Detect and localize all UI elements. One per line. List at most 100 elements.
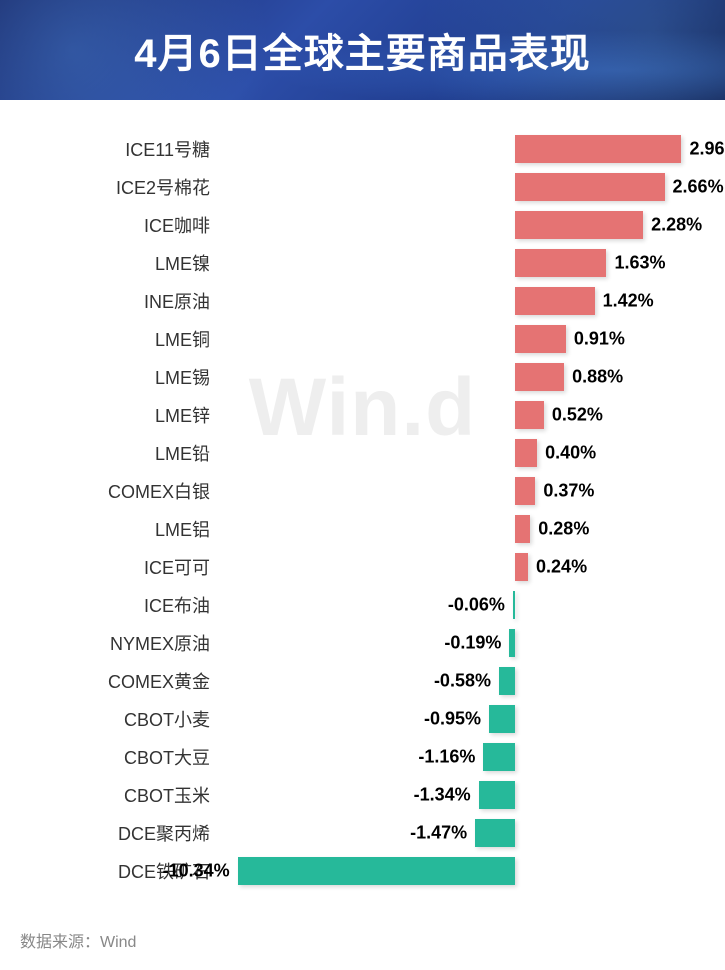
bar-container: -0.19% <box>220 624 695 662</box>
bar-positive <box>515 553 529 581</box>
source-footer: 数据来源：Wind <box>0 910 725 970</box>
header-banner: 4月6日全球主要商品表现 <box>0 0 725 100</box>
bar-container: 2.28% <box>220 206 695 244</box>
chart-row: ICE咖啡2.28% <box>30 206 695 244</box>
row-label: LME锌 <box>30 402 220 428</box>
value-label: 0.28% <box>538 519 589 540</box>
chart-row: COMEX白银 0.37% <box>30 472 695 510</box>
value-label: -0.95% <box>424 709 481 730</box>
bar-positive <box>515 135 682 163</box>
bar-container: 2.96% <box>220 130 695 168</box>
row-label: INE原油 <box>30 288 220 314</box>
bar-negative <box>489 705 514 733</box>
row-label: LME铝 <box>30 516 220 542</box>
row-label: CBOT小麦 <box>30 706 220 732</box>
bar-negative <box>238 857 515 885</box>
bar-container: 0.52% <box>220 396 695 434</box>
value-label: -1.34% <box>414 785 471 806</box>
bar-positive <box>515 287 595 315</box>
chart-rows: ICE11号糖2.96%ICE2号棉花2.66%ICE咖啡2.28%LME镍1.… <box>30 130 695 890</box>
chart-row: COMEX黄金-0.58% <box>30 662 695 700</box>
row-label: ICE可可 <box>30 554 220 580</box>
bar-container: 0.40% <box>220 434 695 472</box>
value-label: 0.52% <box>552 405 603 426</box>
row-label: COMEX白银 <box>30 478 220 504</box>
bar-negative <box>513 591 515 619</box>
row-label: LME镍 <box>30 250 220 276</box>
bar-container: 0.28% <box>220 510 695 548</box>
bar-negative <box>483 743 514 771</box>
value-label: -0.06% <box>448 595 505 616</box>
chart-row: CBOT大豆 -1.16% <box>30 738 695 776</box>
value-label: 0.37% <box>543 481 594 502</box>
chart-row: ICE布油 -0.06% <box>30 586 695 624</box>
value-label: 0.91% <box>574 329 625 350</box>
value-label: -1.47% <box>410 823 467 844</box>
bar-container: 2.66% <box>220 168 695 206</box>
bar-container: -0.58% <box>220 662 695 700</box>
bar-container: -1.47% <box>220 814 695 852</box>
bar-positive <box>515 325 566 353</box>
value-label: 1.42% <box>603 291 654 312</box>
value-label: 0.24% <box>536 557 587 578</box>
bar-negative <box>479 781 515 809</box>
bar-positive <box>515 173 665 201</box>
row-label: COMEX黄金 <box>30 668 220 694</box>
bar-positive <box>515 363 565 391</box>
value-label: 0.88% <box>572 367 623 388</box>
row-label: ICE2号棉花 <box>30 174 220 200</box>
bar-container: -1.34% <box>220 776 695 814</box>
chart-row: CBOT玉米 -1.34% <box>30 776 695 814</box>
value-label: 1.63% <box>614 253 665 274</box>
bar-container: 0.88% <box>220 358 695 396</box>
bar-container: -10.34% <box>220 852 695 890</box>
row-label: ICE11号糖 <box>30 136 220 162</box>
row-label: LME铅 <box>30 440 220 466</box>
bar-negative <box>499 667 515 695</box>
value-label: 2.28% <box>651 215 702 236</box>
bar-positive <box>515 477 536 505</box>
chart-row: DCE聚丙烯 -1.47% <box>30 814 695 852</box>
bar-negative <box>475 819 514 847</box>
chart-row: CBOT小麦 -0.95% <box>30 700 695 738</box>
page-title: 4月6日全球主要商品表现 <box>134 21 591 79</box>
bar-container: -0.95% <box>220 700 695 738</box>
row-label: CBOT玉米 <box>30 782 220 808</box>
row-label: DCE聚丙烯 <box>30 820 220 846</box>
bar-positive <box>515 401 544 429</box>
bar-positive <box>515 211 644 239</box>
row-label: LME锡 <box>30 364 220 390</box>
bar-positive <box>515 515 531 543</box>
chart-row: LME铅 0.40% <box>30 434 695 472</box>
bar-container: 0.91% <box>220 320 695 358</box>
value-label: 0.40% <box>545 443 596 464</box>
bar-container: 0.24% <box>220 548 695 586</box>
bar-container: -0.06% <box>220 586 695 624</box>
bar-container: 1.63% <box>220 244 695 282</box>
value-label: -1.16% <box>418 747 475 768</box>
chart-row: LME锡 0.88% <box>30 358 695 396</box>
chart-row: LME镍 1.63% <box>30 244 695 282</box>
row-label: NYMEX原油 <box>30 630 220 656</box>
chart-row: LME铝 0.28% <box>30 510 695 548</box>
chart-row: ICE11号糖2.96% <box>30 130 695 168</box>
value-label: 2.96% <box>689 139 725 160</box>
value-label: -10.34% <box>163 861 230 882</box>
row-label: ICE咖啡 <box>30 212 220 238</box>
bar-container: -1.16% <box>220 738 695 776</box>
row-label: CBOT大豆 <box>30 744 220 770</box>
row-label: LME铜 <box>30 326 220 352</box>
chart-row: DCE铁矿石-10.34% <box>30 852 695 890</box>
bar-positive <box>515 249 607 277</box>
value-label: 2.66% <box>673 177 724 198</box>
chart-row: NYMEX原油 -0.19% <box>30 624 695 662</box>
chart-row: ICE可可 0.24% <box>30 548 695 586</box>
bar-container: 0.37% <box>220 472 695 510</box>
chart-area: Win.d ICE11号糖2.96%ICE2号棉花2.66%ICE咖啡2.28%… <box>0 100 725 910</box>
value-label: -0.19% <box>444 633 501 654</box>
chart-row: LME锌 0.52% <box>30 396 695 434</box>
row-label: ICE布油 <box>30 592 220 618</box>
bar-container: 1.42% <box>220 282 695 320</box>
chart-row: ICE2号棉花2.66% <box>30 168 695 206</box>
bar-positive <box>515 439 538 467</box>
